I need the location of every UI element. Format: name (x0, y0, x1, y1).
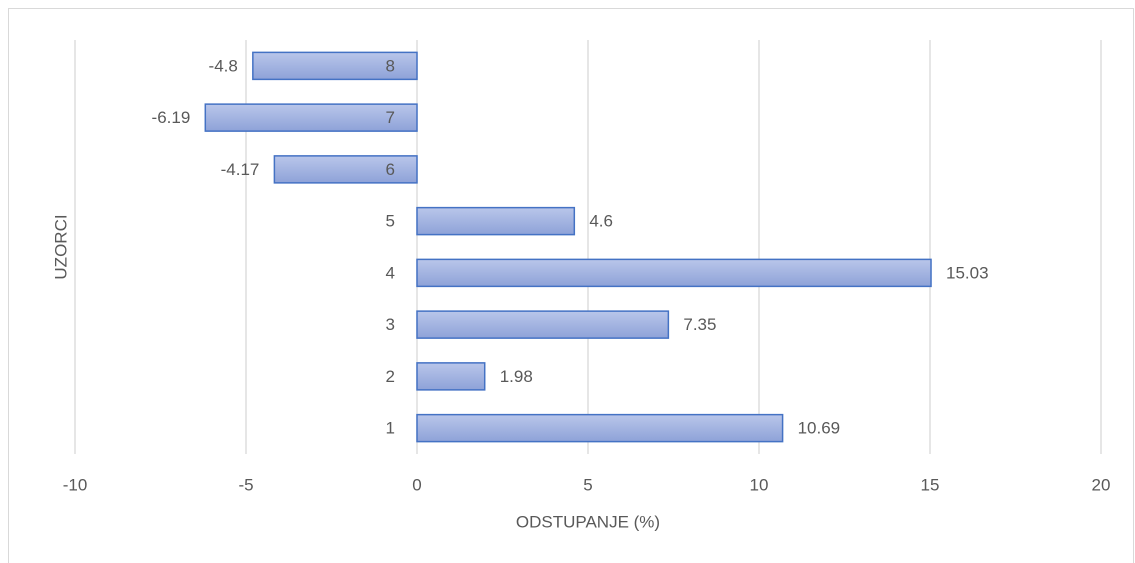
y-tick-label: 5 (386, 212, 395, 231)
value-label: -6.19 (152, 108, 191, 127)
x-tick-label: 0 (412, 475, 421, 494)
value-label: 4.6 (589, 212, 613, 231)
bar (273, 155, 418, 184)
labels: -10 -5 0 5 10 15 20 10.69 1 1.98 2 7.35 3 15.03 4 4.6 5 -… (63, 56, 1111, 494)
y-tick-label: 1 (386, 419, 395, 438)
value-label: -4.8 (209, 56, 238, 75)
y-tick-label: 4 (386, 263, 395, 282)
value-label: 10.69 (798, 419, 841, 438)
bar (416, 310, 670, 339)
x-tick-label: 15 (921, 475, 940, 494)
x-tick-label: -5 (238, 475, 253, 494)
bar (416, 413, 784, 443)
bar (252, 51, 418, 81)
bar (204, 103, 418, 132)
grid (74, 40, 1102, 454)
bars (204, 51, 932, 443)
y-tick-label: 8 (386, 56, 395, 75)
y-tick-label: 3 (386, 315, 395, 334)
y-tick-label: 2 (386, 367, 395, 386)
y-tick-label: 6 (386, 160, 395, 179)
bar (416, 258, 932, 288)
x-tick-label: 10 (750, 475, 769, 494)
y-axis-title: UZORCI (51, 214, 70, 279)
value-label: 7.35 (683, 315, 716, 334)
x-axis-title: ODSTUPANJE (%) (516, 512, 660, 531)
x-tick-label: 20 (1092, 475, 1111, 494)
x-tick-label: 5 (583, 475, 592, 494)
bar (416, 362, 486, 391)
chart-border (8, 8, 1134, 563)
y-tick-label: 7 (386, 108, 395, 127)
value-label: 15.03 (946, 263, 989, 282)
x-tick-label: -10 (63, 475, 88, 494)
bar (416, 206, 576, 236)
value-label: -4.17 (221, 160, 260, 179)
value-label: 1.98 (500, 367, 533, 386)
